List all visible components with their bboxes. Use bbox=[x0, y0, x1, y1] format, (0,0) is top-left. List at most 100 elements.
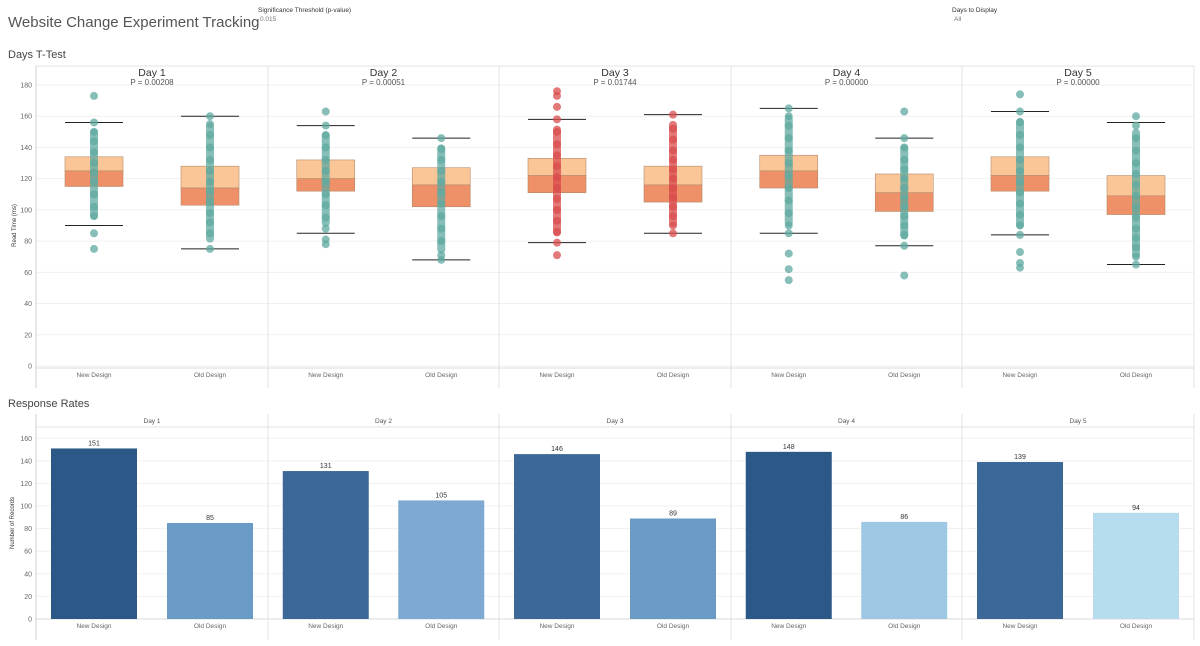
data-point bbox=[669, 212, 677, 221]
data-point bbox=[1016, 258, 1024, 267]
data-point bbox=[784, 229, 793, 238]
data-point bbox=[1016, 155, 1024, 164]
data-point bbox=[900, 202, 909, 211]
data-point bbox=[90, 202, 98, 211]
data-point bbox=[437, 177, 446, 186]
data-point bbox=[669, 229, 677, 238]
bar bbox=[398, 500, 485, 619]
day-header: Day 3 bbox=[601, 67, 629, 79]
bar-value-label: 151 bbox=[88, 440, 100, 447]
days-filter-value[interactable]: All bbox=[954, 16, 962, 23]
ttest-box-plot: 0 20 40 60 80 100 120 140 160 180 Read Time (ms) Da… bbox=[12, 65, 1195, 388]
data-point bbox=[90, 148, 98, 157]
data-point bbox=[1132, 134, 1140, 143]
data-point bbox=[1016, 221, 1024, 230]
y-tick-label: 0 bbox=[28, 617, 32, 624]
x-category-label: Old Design bbox=[657, 372, 690, 379]
data-point bbox=[437, 199, 446, 208]
data-point bbox=[1132, 224, 1140, 233]
p-value-label: P = 0.00051 bbox=[362, 78, 406, 87]
data-point bbox=[1132, 243, 1140, 252]
data-point bbox=[784, 276, 793, 285]
data-point bbox=[206, 209, 214, 218]
data-point bbox=[784, 112, 793, 121]
data-point bbox=[553, 102, 561, 111]
data-point bbox=[784, 265, 793, 274]
data-point bbox=[1132, 202, 1140, 211]
data-point bbox=[1132, 159, 1140, 168]
bar bbox=[514, 454, 600, 619]
data-point bbox=[437, 237, 446, 246]
data-point bbox=[206, 244, 214, 253]
data-point bbox=[206, 177, 214, 186]
bar-value-label: 146 bbox=[551, 446, 563, 453]
day-header: Day 4 bbox=[833, 67, 861, 79]
data-point bbox=[206, 229, 214, 238]
data-point bbox=[553, 251, 561, 260]
y-tick-label: 100 bbox=[20, 504, 32, 511]
data-point bbox=[669, 135, 677, 144]
bar-value-label: 131 bbox=[320, 463, 332, 470]
data-point bbox=[784, 146, 793, 155]
data-point bbox=[437, 145, 446, 154]
y-tick-label: 40 bbox=[24, 571, 32, 578]
data-point bbox=[90, 177, 98, 186]
data-point bbox=[669, 155, 677, 164]
data-point bbox=[321, 235, 330, 244]
significance-filter-value[interactable]: 0.015 bbox=[260, 16, 277, 23]
data-point bbox=[437, 166, 446, 175]
p-value-label: P = 0.00000 bbox=[825, 78, 869, 87]
y-tick-label: 140 bbox=[20, 145, 32, 152]
data-point bbox=[206, 143, 214, 152]
bar bbox=[745, 451, 832, 619]
data-point bbox=[1016, 130, 1024, 139]
data-point bbox=[669, 124, 677, 133]
y-tick-label: 100 bbox=[20, 207, 32, 214]
bar bbox=[1093, 512, 1179, 619]
x-category-label: New Design bbox=[771, 623, 806, 630]
data-point bbox=[900, 165, 909, 174]
data-point bbox=[1132, 121, 1140, 130]
data-point bbox=[321, 166, 330, 175]
data-point bbox=[90, 244, 98, 253]
data-point bbox=[553, 216, 561, 225]
data-point bbox=[321, 177, 330, 186]
p-value-label: P = 0.00208 bbox=[130, 78, 174, 87]
data-point bbox=[206, 187, 214, 196]
x-category-label: New Design bbox=[539, 623, 574, 630]
x-category-label: Old Design bbox=[657, 623, 690, 630]
data-point bbox=[784, 134, 793, 143]
y-axis-label: Read Time (ms) bbox=[12, 204, 18, 247]
data-point bbox=[437, 155, 446, 164]
significance-filter-label: Significance Threshold (p-value) bbox=[258, 7, 352, 14]
data-point bbox=[553, 151, 561, 160]
days-filter[interactable]: Days to Display All bbox=[952, 7, 997, 23]
data-point bbox=[1016, 199, 1024, 208]
data-point bbox=[1132, 180, 1140, 189]
data-point bbox=[90, 137, 98, 146]
data-point bbox=[784, 209, 793, 218]
significance-filter[interactable]: Significance Threshold (p-value) 0.015 bbox=[258, 7, 351, 23]
data-point bbox=[900, 155, 909, 164]
data-point bbox=[669, 221, 677, 230]
bar bbox=[51, 448, 137, 619]
y-tick-label: 20 bbox=[24, 332, 32, 339]
bar bbox=[630, 518, 716, 619]
y-tick-label: 120 bbox=[20, 481, 32, 488]
data-point bbox=[90, 212, 98, 221]
data-point bbox=[553, 115, 561, 124]
data-point bbox=[321, 190, 330, 199]
bar-value-label: 89 bbox=[669, 510, 677, 517]
data-point bbox=[90, 91, 98, 100]
y-axis-label: Number of Records bbox=[10, 497, 16, 549]
data-point bbox=[669, 146, 677, 155]
bar-value-label: 85 bbox=[206, 515, 214, 522]
y-tick-label: 140 bbox=[20, 458, 32, 465]
data-point bbox=[1016, 90, 1024, 99]
y-tick-label: 80 bbox=[24, 239, 32, 246]
data-point bbox=[90, 229, 98, 238]
x-category-label: New Design bbox=[76, 372, 111, 379]
data-point bbox=[900, 174, 909, 183]
data-point bbox=[1132, 191, 1140, 200]
